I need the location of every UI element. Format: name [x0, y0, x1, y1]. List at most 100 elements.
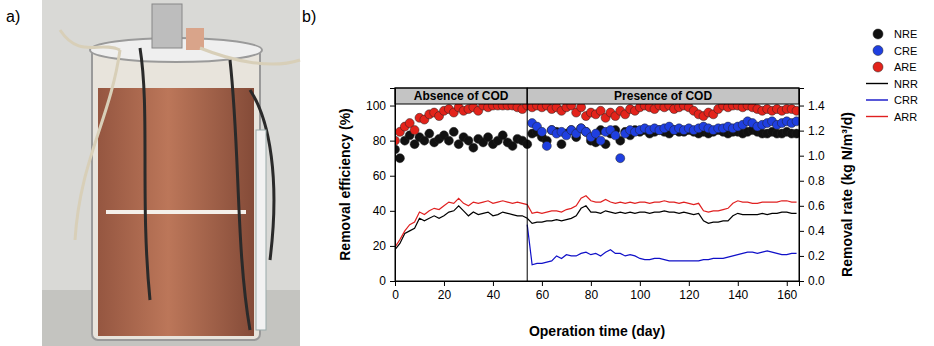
tick-label: 80: [373, 134, 387, 148]
tick: 120: [679, 281, 699, 302]
tick-mark: [799, 256, 804, 257]
tick: 160: [777, 281, 797, 302]
data-point: [792, 117, 799, 126]
tick-mark: [390, 106, 395, 107]
tick-label: 40: [373, 204, 387, 218]
legend-label: ARR: [894, 111, 917, 123]
tick-label: 0.0: [808, 274, 825, 288]
series-points: [528, 117, 799, 163]
figure: a)b)Absence of CODPresence of COD0204060…: [0, 0, 934, 346]
tick-mark: [390, 211, 395, 212]
tick-label: 60: [373, 169, 387, 183]
tick-mark: [444, 281, 445, 286]
phase-band: [527, 88, 799, 104]
legend-label: NRE: [894, 28, 917, 40]
x-axis: 020406080100120140160: [392, 281, 799, 302]
tick-label: 20: [438, 288, 452, 302]
y-axis: 0 20 40 60 80 100: [366, 89, 396, 289]
plot-marks: [395, 101, 799, 265]
panel-label: a): [6, 8, 20, 25]
data-point: [792, 106, 799, 115]
tick-label: 40: [487, 288, 501, 302]
tick: 0.8: [799, 174, 825, 188]
tick: 60: [373, 169, 395, 183]
data-point: [537, 127, 546, 136]
data-point: [616, 154, 625, 163]
legend-swatch: [873, 29, 883, 39]
phase-label: Absence of COD: [414, 89, 509, 103]
x-axis-title: Operation time (day): [529, 323, 665, 339]
series-line: [395, 196, 797, 247]
tick: 0.2: [799, 249, 825, 263]
tick-label: 1.2: [808, 124, 825, 138]
data-point: [611, 131, 620, 140]
tube: [200, 48, 300, 64]
tick-mark: [799, 106, 804, 107]
phase-band: [395, 88, 527, 104]
tick: 20: [373, 239, 395, 253]
tick: 100: [366, 99, 395, 113]
y-axis-title: Removal efficiency (%): [337, 108, 353, 261]
tick-mark: [738, 281, 739, 286]
tube: [140, 48, 150, 300]
tick: 1.2: [799, 124, 825, 138]
legend-label: ARE: [894, 61, 917, 73]
tube: [230, 60, 250, 330]
phase-divider: [527, 88, 528, 281]
data-point: [449, 127, 458, 136]
label-strip: [106, 210, 246, 214]
axis-line: [396, 282, 800, 287]
legend-label: CRR: [894, 94, 918, 106]
flowmeter: [256, 130, 266, 330]
tick: 1.0: [799, 149, 825, 163]
tick: 20: [438, 281, 452, 302]
tick-mark: [799, 131, 804, 132]
tick-mark: [390, 141, 395, 142]
tick-label: 0.4: [808, 224, 825, 238]
tick-label: 100: [366, 99, 386, 113]
data-point: [596, 136, 605, 145]
tick-mark: [799, 281, 804, 282]
data-point: [469, 143, 478, 152]
data-point: [425, 129, 434, 138]
tick-mark: [640, 281, 641, 286]
tick-mark: [390, 176, 395, 177]
plot-background: [395, 88, 799, 281]
tick-label: 140: [728, 288, 748, 302]
data-point: [542, 141, 551, 150]
tick-mark: [390, 281, 395, 282]
y2-axis: 0.00.20.40.60.81.01.21.4: [799, 89, 825, 289]
tick-label: 20: [373, 239, 387, 253]
tick-mark: [787, 281, 788, 286]
tick: 140: [728, 281, 748, 302]
axis-line: [800, 89, 805, 282]
stirrer: [152, 4, 182, 48]
data-point: [557, 140, 566, 149]
tick: 0: [379, 274, 395, 288]
legend-label: CRE: [894, 45, 917, 57]
series-points: [395, 101, 799, 145]
tick-mark: [799, 156, 804, 157]
phase-label: Presence of COD: [614, 89, 712, 103]
tick-mark: [799, 231, 804, 232]
tick-label: 0: [392, 288, 399, 302]
data-point: [792, 129, 799, 138]
tick-mark: [799, 206, 804, 207]
data-point: [410, 126, 419, 135]
tick: 0.0: [799, 274, 825, 288]
tick-label: 1.4: [808, 99, 825, 113]
tick-mark: [493, 281, 494, 286]
tick-label: 0.2: [808, 249, 825, 263]
tube: [60, 30, 120, 50]
tick-label: 0: [379, 274, 386, 288]
data-point: [395, 154, 404, 163]
tick: 80: [373, 134, 395, 148]
tick: 0.4: [799, 224, 825, 238]
tick: 0: [392, 281, 399, 302]
tick-label: 60: [536, 288, 550, 302]
legend: NRECREARENRRCRRARR: [866, 28, 918, 123]
tick-label: 80: [585, 288, 599, 302]
tick: 1.4: [799, 99, 825, 113]
tick: 80: [585, 281, 599, 302]
legend-swatch: [866, 99, 888, 100]
